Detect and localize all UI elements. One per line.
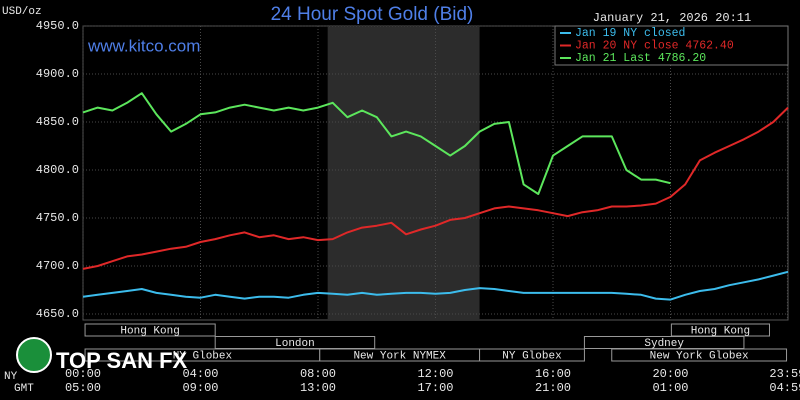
watermark-logo (16, 337, 52, 373)
gmt-row-label: GMT (14, 383, 34, 395)
y-tick-label: 4950.0 (36, 19, 79, 33)
session-label: NY Globex (502, 350, 562, 362)
session-label: London (275, 338, 315, 350)
session-label: Hong Kong (120, 325, 179, 337)
y-tick-label: 4900.0 (36, 67, 79, 81)
session-label: New York Globex (650, 350, 749, 362)
y-tick-label: 4850.0 (36, 115, 79, 129)
x-tick-label-gmt: 13:00 (300, 381, 336, 395)
x-tick-label-gmt: 17:00 (417, 381, 453, 395)
series-line (82, 106, 789, 270)
session-box (479, 348, 585, 362)
x-tick-label: 08:00 (300, 367, 336, 381)
timestamp: January 21, 2026 20:11 (593, 11, 751, 25)
legend-label: Jan 20 NY close 4762.40 (575, 40, 734, 53)
session-label: Sydney (644, 338, 684, 350)
x-tick-label: 00:00 (65, 367, 101, 381)
x-tick-label-gmt: 01:00 (652, 381, 688, 395)
session-box (611, 348, 788, 362)
x-tick-label: 23:59 (769, 367, 800, 381)
session-shade (327, 26, 480, 320)
y-tick-label: 4700.0 (36, 259, 79, 273)
series-line (82, 92, 671, 195)
session-box (84, 323, 216, 337)
legend-label: Jan 19 NY closed (575, 27, 685, 40)
legend-label: Jan 21 Last 4786.20 (575, 52, 706, 65)
x-tick-label-gmt: 09:00 (182, 381, 218, 395)
x-tick-label: 12:00 (417, 367, 453, 381)
source-label: www.kitco.com (87, 36, 200, 55)
ny-row-label: NY (4, 371, 18, 383)
y-tick-label: 4650.0 (36, 307, 79, 321)
x-tick-label: 20:00 (652, 367, 688, 381)
session-label: Hong Kong (691, 325, 750, 337)
legend-box (554, 25, 789, 66)
chart-title: 24 Hour Spot Gold (Bid) (271, 4, 474, 25)
x-tick-label: 04:00 (182, 367, 218, 381)
session-label: New York NYMEX (353, 350, 446, 362)
watermark-text: TOP SAN FX (56, 348, 188, 373)
y-tick-label: 4800.0 (36, 163, 79, 177)
x-tick-label-gmt: 04:59 (769, 381, 800, 395)
session-label: NY Globex (173, 350, 233, 362)
x-tick-label: 16:00 (535, 367, 571, 381)
y-axis-label: USD/oz (2, 6, 42, 18)
series-line (82, 270, 789, 301)
x-tick-label-gmt: 21:00 (535, 381, 571, 395)
x-tick-label-gmt: 05:00 (65, 381, 101, 395)
watermark: TOP SAN FX (16, 337, 188, 373)
y-tick-label: 4750.0 (36, 211, 79, 225)
